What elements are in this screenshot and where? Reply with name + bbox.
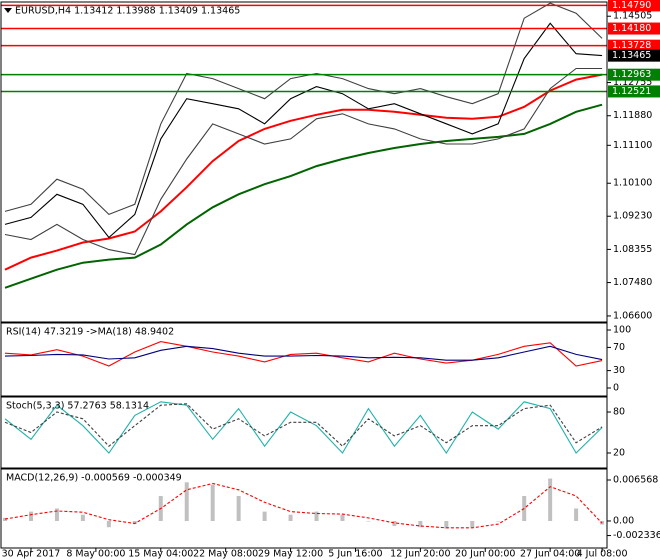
y-tick-label: 1.12755 bbox=[613, 77, 652, 88]
histogram-bar bbox=[288, 514, 293, 521]
x-tick-label: 30 Apr 2017 bbox=[2, 549, 61, 560]
level-label-box bbox=[608, 39, 660, 52]
x-tick-label: 20 Jun 00:00 bbox=[455, 549, 515, 560]
histogram-bar bbox=[184, 482, 189, 521]
histogram-bar bbox=[3, 517, 8, 521]
x-tick-label: 15 May 04:00 bbox=[128, 549, 193, 560]
y-tick-label: 0.00 bbox=[613, 515, 634, 526]
series-line bbox=[4, 401, 603, 454]
y-tick-label: 1.09230 bbox=[613, 211, 652, 222]
histogram-bar bbox=[470, 520, 475, 528]
histogram-bar bbox=[132, 520, 137, 525]
y-tick-label: 1.06600 bbox=[613, 310, 652, 321]
x-tick-label: 4 Jul 08:00 bbox=[577, 549, 628, 560]
histogram-bar bbox=[444, 520, 449, 529]
level-label-box bbox=[608, 0, 660, 12]
histogram-bar bbox=[548, 478, 553, 521]
x-tick-label: 5 Jun 16:00 bbox=[328, 549, 382, 560]
level-label: 1.14790 bbox=[612, 0, 651, 11]
series-line bbox=[4, 345, 603, 361]
y-tick-label: 80 bbox=[613, 407, 625, 418]
panel-title: RSI(14) 47.3219 ->MA(18) 48.9402 bbox=[6, 327, 174, 338]
histogram-bar bbox=[574, 508, 579, 521]
level-label: 1.12521 bbox=[612, 86, 651, 97]
level-label-box bbox=[608, 22, 660, 35]
panel-title: MACD(12,26,9) -0.000569 -0.000349 bbox=[6, 473, 182, 484]
x-tick-label: 27 Jun 04:00 bbox=[520, 549, 580, 560]
series-line bbox=[4, 403, 603, 447]
plot-area bbox=[4, 2, 603, 289]
panel-border bbox=[0, 396, 608, 469]
histogram-bar bbox=[106, 520, 111, 528]
title-marker bbox=[4, 8, 12, 13]
histogram-bar bbox=[418, 520, 423, 528]
panel-title: EURUSD,H4 1.13412 1.13988 1.13409 1.1346… bbox=[15, 6, 240, 17]
x-tick-label: 12 Jun 20:00 bbox=[390, 549, 450, 560]
y-tick-label: 70 bbox=[613, 342, 625, 353]
x-tick-label: 22 May 08:00 bbox=[193, 549, 258, 560]
series-line bbox=[4, 103, 603, 289]
y-tick-label: 1.07480 bbox=[613, 277, 652, 288]
y-tick-label: -0.002336 bbox=[613, 530, 660, 541]
series-line bbox=[4, 22, 603, 239]
level-label: 1.13728 bbox=[612, 40, 651, 51]
y-tick-label: 1.11880 bbox=[613, 110, 652, 121]
histogram-bar bbox=[236, 496, 241, 521]
y-tick-label: 1.14505 bbox=[613, 11, 652, 22]
y-tick-label: 20 bbox=[613, 447, 625, 458]
panel-title: Stoch(5,3,3) 57.2763 58.1314 bbox=[6, 401, 149, 412]
plot-area bbox=[4, 341, 603, 367]
level-label: 1.14180 bbox=[612, 23, 651, 34]
y-tick-label: 1.11100 bbox=[613, 140, 652, 151]
y-tick-label: 0.006568 bbox=[613, 474, 658, 485]
histogram-bar bbox=[496, 520, 501, 522]
x-tick-label: 29 May 12:00 bbox=[258, 549, 323, 560]
histogram-bar bbox=[54, 508, 59, 521]
level-label: 1.12963 bbox=[612, 69, 651, 80]
panel-border bbox=[0, 322, 608, 397]
series-line bbox=[4, 67, 603, 256]
panel-border bbox=[0, 1, 608, 323]
y-tick-label: 1.08355 bbox=[613, 244, 652, 255]
series-line bbox=[4, 2, 603, 216]
series-line bbox=[4, 73, 603, 271]
level-label-box bbox=[608, 68, 660, 81]
histogram-bar bbox=[262, 511, 267, 521]
histogram-bar bbox=[28, 511, 33, 521]
plot-area bbox=[4, 401, 603, 454]
histogram-bar bbox=[210, 484, 215, 521]
histogram-bar bbox=[340, 514, 345, 521]
x-tick-label: 8 May 00:00 bbox=[66, 549, 125, 560]
plot-area bbox=[3, 478, 605, 529]
histogram-bar bbox=[314, 511, 319, 521]
histogram-bar bbox=[392, 520, 397, 526]
last-price-label: 1.13465 bbox=[612, 50, 651, 61]
level-label-box bbox=[608, 85, 660, 98]
y-tick-label: 1.10100 bbox=[613, 178, 652, 189]
series-line bbox=[4, 482, 603, 529]
histogram-bar bbox=[366, 520, 371, 522]
last-price-box bbox=[608, 49, 660, 62]
histogram-bar bbox=[80, 514, 85, 521]
y-tick-label: 30 bbox=[613, 365, 625, 376]
series-line bbox=[4, 341, 603, 367]
y-tick-label: 0 bbox=[613, 382, 619, 393]
y-tick-label: 100 bbox=[613, 325, 631, 336]
panel-border bbox=[0, 468, 608, 549]
